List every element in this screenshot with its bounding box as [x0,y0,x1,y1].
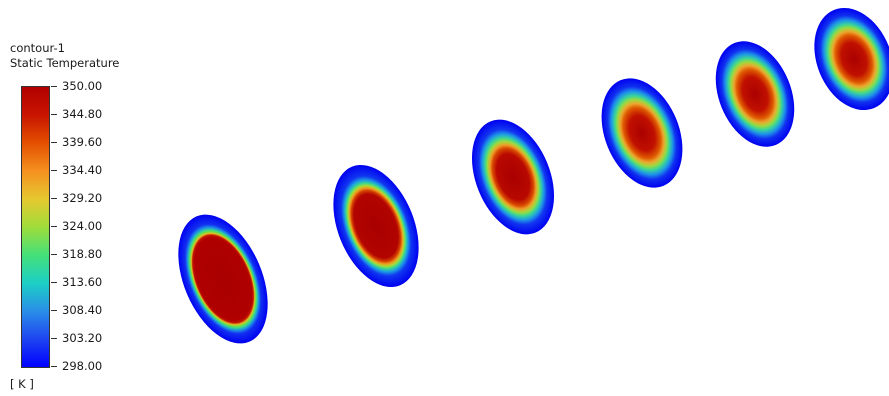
colorbar-label: 350.00 [62,79,103,93]
colorbar-label: 329.20 [62,191,103,205]
colorbar-label: 303.20 [62,331,103,345]
cross-section-3 [471,119,555,235]
cross-section-2 [333,164,419,288]
colorbar [21,86,50,368]
cross-section-5 [715,41,795,147]
cross-section-1 [178,214,268,344]
colorbar-label: 313.60 [62,275,103,289]
colorbar-tick [51,198,57,199]
unit-label: [ K ] [10,377,34,391]
colorbar-tick [51,366,57,367]
colorbar-label: 334.40 [62,163,103,177]
colorbar-tick [51,142,57,143]
colorbar-tick [51,170,57,171]
variable-name: Static Temperature [10,56,120,70]
colorbar-label: 344.80 [62,107,103,121]
colorbar-tick [51,114,57,115]
colorbar-label: 308.40 [62,303,103,317]
colorbar-label: 318.80 [62,247,103,261]
colorbar-tick [51,254,57,255]
colorbar-tick [51,310,57,311]
cross-section-4 [601,78,683,188]
colorbar-label: 324.00 [62,219,103,233]
colorbar-tick [51,282,57,283]
contour-name: contour-1 [10,41,65,55]
colorbar-tick [51,86,57,87]
colorbar-tick [51,338,57,339]
colorbar-label: 298.00 [62,359,103,373]
colorbar-tick [51,226,57,227]
cross-section-6 [814,7,889,111]
colorbar-label: 339.60 [62,135,103,149]
